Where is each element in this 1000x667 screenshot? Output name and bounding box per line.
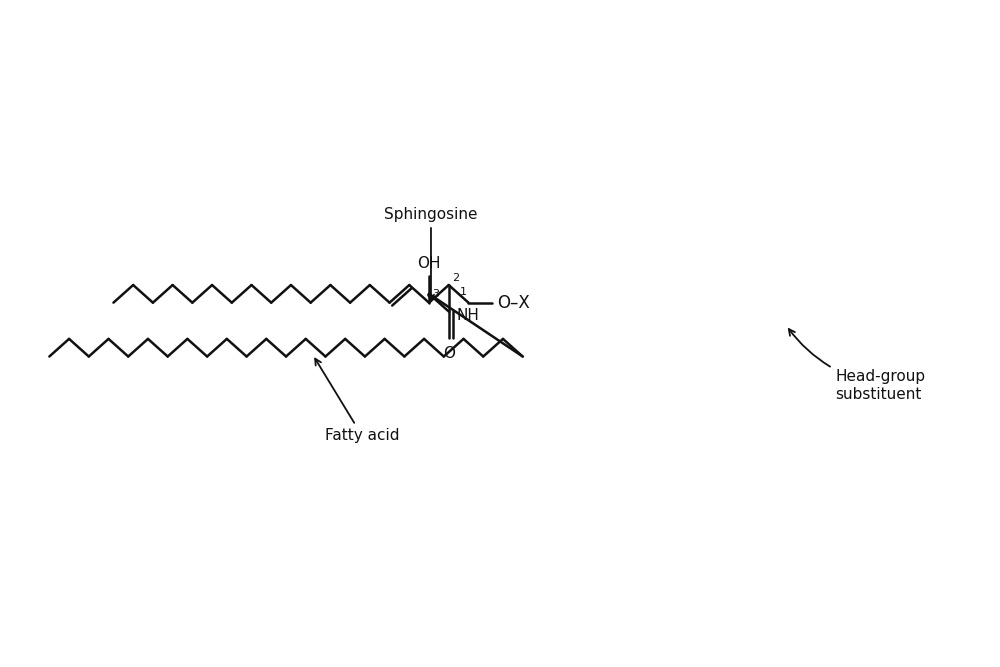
- Text: O: O: [443, 346, 455, 361]
- Text: 2: 2: [452, 273, 459, 283]
- Text: NH: NH: [457, 308, 479, 323]
- Text: Fatty acid: Fatty acid: [315, 359, 399, 443]
- Text: O–X: O–X: [497, 293, 530, 311]
- Text: 1: 1: [459, 287, 466, 297]
- Text: OH: OH: [417, 256, 441, 271]
- Text: Head-group
substituent: Head-group substituent: [789, 329, 925, 402]
- Text: Sphingosine: Sphingosine: [384, 207, 478, 301]
- Text: 3: 3: [432, 289, 439, 299]
